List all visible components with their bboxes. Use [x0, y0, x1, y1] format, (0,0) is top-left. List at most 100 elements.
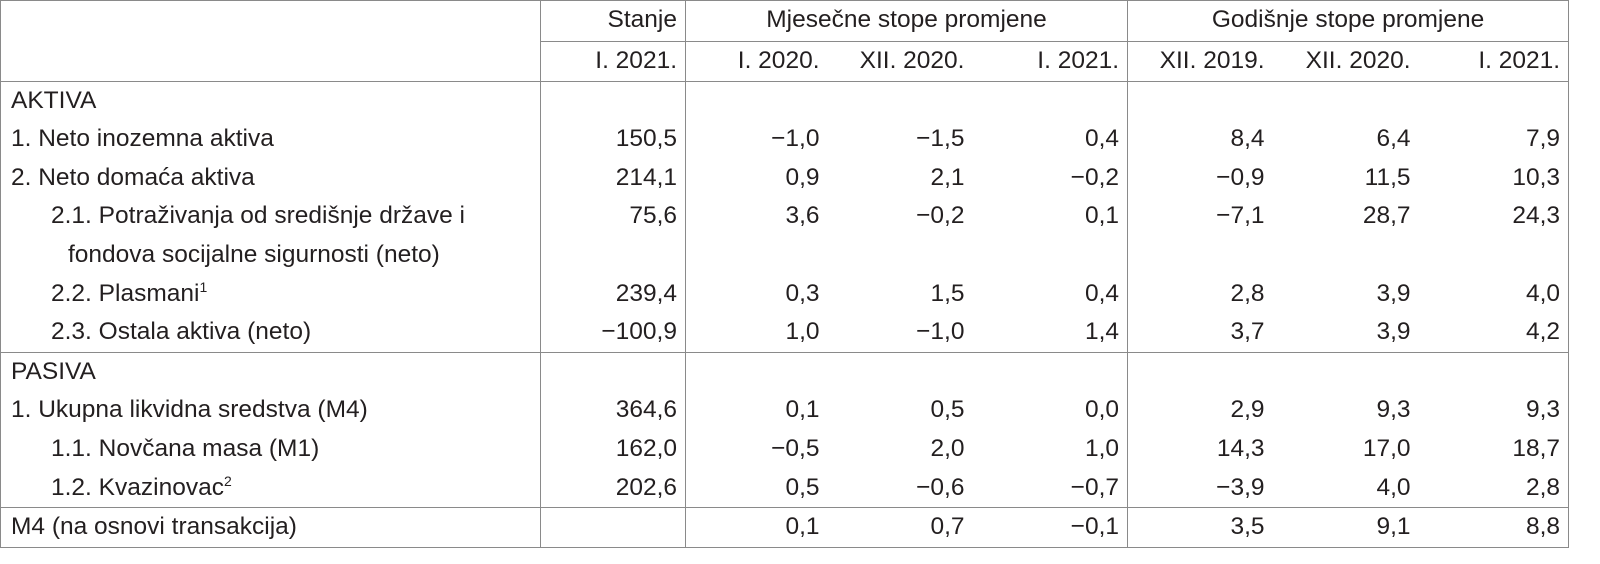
value-cell: 0,1 — [685, 507, 828, 548]
value-cell: 239,4 — [540, 274, 686, 314]
header-row: I. 2021. I. 2020. XII. 2020. I. 2021. XII. 2… — [1, 41, 1569, 82]
footer-label: M4 (na osnovi transakcija) — [0, 507, 541, 548]
data-row: 1. Ukupna likvidna sredstva (M4) 364,6 0,1… — [0, 391, 1569, 430]
row-label: 2. Neto domaća aktiva — [0, 158, 541, 198]
empty-cell — [1128, 81, 1273, 120]
value-cell: −0,1 — [972, 507, 1129, 548]
label-text: fondova socijalne sigurnosti (neto) — [68, 240, 440, 268]
value-cell: 6,4 — [1376, 125, 1411, 153]
value-cell: 8,8 — [1418, 507, 1569, 548]
value-cell: −3,9 — [1216, 473, 1265, 501]
period-header: I. 2021. — [1418, 41, 1569, 82]
value-cell: 4,0 — [1376, 473, 1411, 501]
label-text: 1. Neto inozemna aktiva — [11, 125, 274, 153]
value-cell: 3,6 — [785, 202, 820, 230]
label-text: 2.3. Ostala aktiva (neto) — [51, 318, 312, 346]
empty-cell — [1127, 351, 1273, 392]
value-cell: 18,7 — [1512, 434, 1561, 462]
data-row: 1.2. Kvazinovac2 202,6 0,5 −0,6 −0,7 −3,9 4,0 2… — [0, 468, 1569, 508]
label-text: 2.2. Plasmani — [51, 279, 200, 307]
empty-cell — [972, 81, 1129, 121]
value-cell: 1,0 — [785, 318, 820, 346]
empty-cell — [686, 81, 828, 120]
value-cell: 10,3 — [1512, 163, 1561, 191]
group-header: Godišnje stope promjene — [1127, 0, 1569, 42]
label-line: 2. Neto domaća aktiva — [11, 159, 532, 198]
header-row: Stanje Mjesečne stope promjene Godišnje st… — [0, 0, 1569, 82]
value-cell: 0,1 — [785, 396, 820, 424]
value-cell: 2,1 — [930, 163, 965, 191]
value-cell: −1,0 — [916, 318, 965, 346]
value-cell: −0,2 — [972, 158, 1129, 198]
section-row: AKTIVA — [0, 81, 1569, 121]
value-cell: 0,1 — [972, 197, 1129, 275]
data-row: 2. Neto domaća aktiva 214,1 0,9 2,1 −0,2 −0,9… — [0, 158, 1569, 198]
value-cell: −7,1 — [1216, 202, 1265, 230]
footnote-mark: 2 — [223, 472, 232, 489]
value-cell: 4,0 — [1526, 279, 1561, 307]
value-cell: 2,9 — [1230, 396, 1265, 424]
value-cell: 7,9 — [1526, 125, 1561, 153]
row-label: 1.1. Novčana masa (M1) — [0, 429, 541, 469]
value-cell: 4,2 — [1526, 318, 1561, 346]
label-text: 2. Neto domaća aktiva — [11, 163, 255, 191]
period-header: I. 2020. — [685, 41, 828, 82]
value-cell: −1,0 — [771, 125, 820, 153]
value-cell: 0,3 — [785, 279, 820, 307]
value-cell: 2,0 — [930, 434, 965, 462]
period-header: XII. 2020. — [827, 41, 973, 82]
empty-cell — [1272, 351, 1419, 392]
value-cell: −0,2 — [916, 202, 965, 230]
data-row: 1. Neto inozemna aktiva 150,5 −1,0 −1,5 0,4 8… — [0, 120, 1569, 159]
label-text: 1.2. Kvazinovac — [51, 473, 224, 501]
table-body: AKTIVA 1. Neto inozemna aktiva 150,5 −1,0 −1… — [0, 81, 1569, 548]
value-cell: −0,7 — [972, 468, 1129, 508]
section-title: PASIVA — [0, 351, 541, 392]
data-row: 1.1. Novčana masa (M1) 162,0 −0,5 2,0 1,0 14,… — [0, 429, 1569, 469]
empty-cell — [972, 351, 1129, 392]
value-cell: 3,9 — [1376, 318, 1411, 346]
value-cell: 202,6 — [540, 468, 686, 508]
period-header: I. 2021. — [972, 41, 1129, 82]
value-cell: 24,3 — [1512, 202, 1561, 230]
empty-cell — [828, 81, 973, 120]
data-table: Stanje Mjesečne stope promjene Godišnje st… — [0, 0, 1570, 548]
period-header: I. 2021. — [540, 41, 686, 82]
value-cell: 3,7 — [1230, 318, 1265, 346]
value-cell: 150,5 — [540, 120, 686, 159]
table-head: Stanje Mjesečne stope promjene Godišnje st… — [0, 0, 1569, 82]
value-cell: −0,6 — [916, 473, 965, 501]
footer-row: M4 (na osnovi transakcija) 0,1 0,7 −0,1 3,5 9… — [0, 507, 1569, 548]
section-row: PASIVA — [0, 351, 1569, 392]
footnote-mark: 1 — [199, 278, 208, 295]
data-row: 2.2. Plasmani1 239,4 0,3 1,5 0,4 2,8 3,9 4,0 — [0, 274, 1569, 314]
label-line: 2.3. Ostala aktiva (neto) — [11, 313, 532, 352]
value-cell: −1,5 — [916, 125, 965, 153]
label-line: 2.2. Plasmani1 — [11, 275, 532, 314]
label-text: 2.1. Potraživanja od središnje države i — [51, 202, 465, 230]
row-label: 1.2. Kvazinovac2 — [0, 468, 541, 508]
value-cell: 0,4 — [972, 274, 1129, 314]
group-header: Stanje — [540, 0, 686, 42]
value-cell: 364,6 — [540, 391, 686, 430]
value-cell: −0,9 — [1216, 163, 1265, 191]
value-cell: 0,7 — [827, 507, 973, 548]
data-row: 2.1. Potraživanja od središnje države i f… — [0, 197, 1569, 275]
value-cell: 0,0 — [972, 391, 1129, 430]
value-cell: −0,5 — [771, 434, 820, 462]
label-line: fondova socijalne sigurnosti (neto) — [11, 236, 532, 275]
label-line: 1. Neto inozemna aktiva — [11, 120, 532, 159]
value-cell: 11,5 — [1364, 163, 1411, 191]
value-cell: 1,4 — [972, 313, 1129, 353]
group-header: Mjesečne stope promjene — [685, 0, 1129, 42]
value-cell: 0,5 — [785, 473, 820, 501]
value-cell: 75,6 — [540, 197, 686, 275]
period-header: XII. 2019. — [1127, 41, 1273, 82]
label-line: 2.1. Potraživanja od središnje države i — [11, 197, 532, 236]
empty-cell — [827, 351, 973, 392]
value-cell: 2,8 — [1230, 279, 1265, 307]
data-row: 2.3. Ostala aktiva (neto) −100,9 1,0 −1,0 1,… — [0, 313, 1569, 353]
row-label: 1. Ukupna likvidna sredstva (M4) — [0, 391, 541, 430]
value-cell: 9,3 — [1526, 396, 1561, 424]
